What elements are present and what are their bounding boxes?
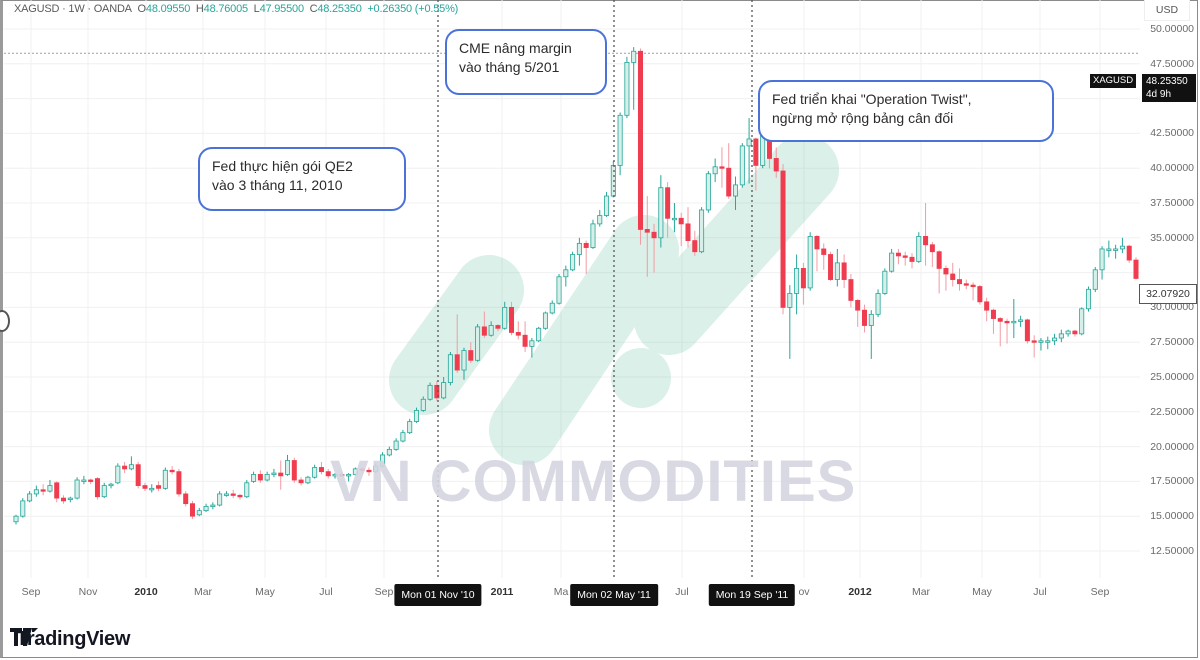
bar-countdown: 4d 9h [1146,89,1172,100]
tradingview-logo-text: TradingView [16,628,131,650]
symbol-label: XAGUSD · 1W · OANDA [14,3,132,15]
watermark-text: VN COMMODITIES [330,449,857,514]
price-tick-label: 27.50000 [1150,336,1194,349]
callout-qe2-line2: vào 3 tháng 11, 2010 [212,177,343,193]
close-key: C [309,3,318,15]
time-tick-label: Nov [78,586,98,598]
time-tick-label: Sep [1090,586,1110,598]
callout-cme-line1: CME nâng margin [459,40,572,56]
time-tick-label: 2011 [490,586,514,598]
time-tick-label: Mar [911,586,931,598]
price-tick-label: 12.50000 [1150,545,1194,557]
time-tick-label: 2010 [134,586,158,598]
callout-twist-line2: ngừng mở rộng bảng cân đối [772,110,954,126]
time-tick-label: Jul [319,586,333,598]
price-tick-label: 15.00000 [1150,510,1194,523]
time-axis[interactable]: Sep Nov 2010 Mar May Jul Sep 2011 Ma Jul ov 2012 Mar… [4,578,1140,608]
high-value: 48.76005 [203,3,248,15]
price-tick-label: 42.50000 [1150,127,1194,140]
time-tick-label: May [255,586,275,598]
low-value: 47.95500 [259,3,304,15]
date-crosshair-badge: Mon 01 Nov '10 [394,584,482,606]
callout-cme-line2: vào tháng 5/201 [459,59,560,75]
callout-operation-twist: Fed triển khai "Operation Twist", ngừng … [758,80,1054,142]
callout-qe2: Fed thực hiện gói QE2 vào 3 tháng 11, 20… [198,147,406,211]
price-tick-label: 37.50000 [1150,197,1194,209]
low-key: L [253,3,260,15]
current-price-tag: 48.25350 4d 9h [1142,74,1196,102]
symbol-header: XAGUSD · 1W · OANDA O48.09550 H48.76005 … [14,3,458,15]
open-key: O [137,3,147,15]
time-tick-label: Jul [675,586,689,598]
candlestick-plot[interactable] [4,0,1140,578]
close-value: 48.25350 [317,3,362,15]
price-tick-label: 40.00000 [1150,162,1194,175]
time-tick-label: 2012 [848,586,872,598]
currency-label[interactable]: USD [1144,0,1190,21]
price-tick-label: 22.50000 [1150,405,1194,418]
price-tick-label: 35.00000 [1150,231,1194,244]
price-tick-label: 50.00000 [1150,23,1194,35]
price-tick-label: 30.00000 [1150,301,1194,314]
time-tick-label: Mar [193,586,213,598]
last-price-tag: 32.07920 [1139,284,1197,304]
price-tick-label: 17.50000 [1150,475,1194,488]
time-tick-label: Sep [374,586,394,598]
high-key: H [195,3,204,15]
open-value: 48.09550 [145,3,191,15]
date-crosshair-badge: Mon 02 May '11 [570,584,658,606]
time-tick-label: Jul [1033,586,1047,598]
price-tick-label: 47.50000 [1150,57,1194,70]
callout-qe2-line1: Fed thực hiện gói QE2 [212,158,353,174]
time-tick-label: Sep [21,586,41,598]
tradingview-logo[interactable]: TradingView [10,628,130,651]
symbol-price-tag: XAGUSD [1090,74,1137,88]
chart-plot-area[interactable] [4,0,1140,578]
time-tick-label: ov [798,586,810,598]
price-tick-label: 20.00000 [1150,440,1194,453]
price-tick-label: 25.00000 [1150,371,1194,383]
date-crosshair-badge: Mon 19 Sep '11 [708,584,796,606]
change-value: +0.26350 (+0.55%) [367,3,459,15]
left-panel-handle[interactable] [0,310,10,332]
current-price: 48.25350 [1146,76,1188,87]
callout-cme-margin: CME nâng margin vào tháng 5/201 [445,29,607,95]
callout-twist-line1: Fed triển khai "Operation Twist", [772,91,972,107]
time-tick-label: May [972,586,992,598]
time-tick-label: Ma [553,586,569,598]
